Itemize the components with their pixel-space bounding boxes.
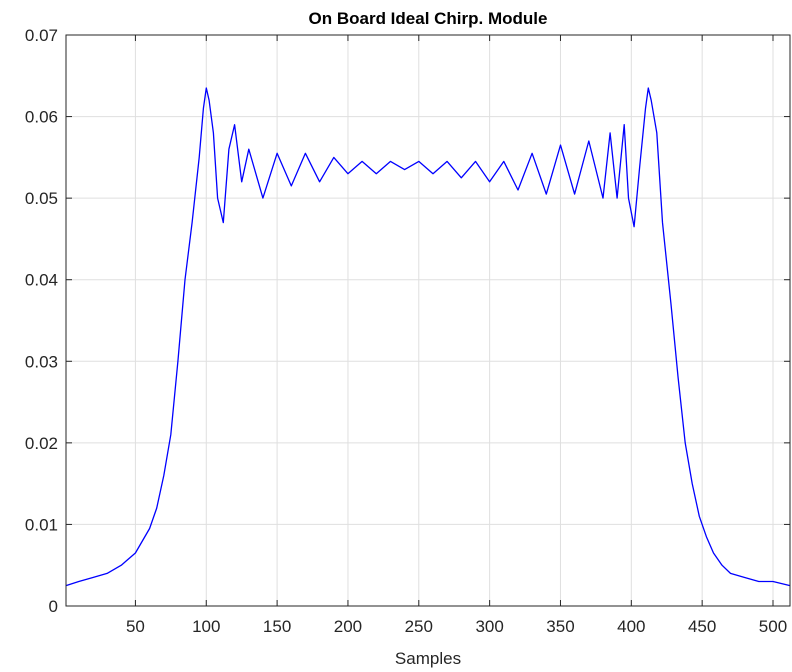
y-tick-label: 0.01 bbox=[25, 515, 58, 534]
y-tick-label: 0.06 bbox=[25, 108, 58, 127]
x-tick-label: 150 bbox=[263, 617, 291, 636]
x-axis-label: Samples bbox=[395, 649, 461, 668]
x-tick-label: 50 bbox=[126, 617, 145, 636]
x-tick-label: 350 bbox=[546, 617, 574, 636]
x-tick-label: 400 bbox=[617, 617, 645, 636]
plot-frame bbox=[65, 34, 791, 607]
y-tick-label: 0.05 bbox=[25, 189, 58, 208]
series-line bbox=[65, 87, 791, 587]
y-tick-label: 0 bbox=[49, 597, 58, 616]
y-tick-label: 0.03 bbox=[25, 352, 58, 371]
tick-marks bbox=[66, 34, 790, 607]
plot-background bbox=[66, 35, 790, 606]
x-tick-label: 250 bbox=[405, 617, 433, 636]
y-tick-label: 0.04 bbox=[25, 271, 58, 290]
y-tick-labels: 0 0.01 0.02 0.03 0.04 0.05 0.06 0.07 bbox=[25, 26, 58, 616]
y-tick-label: 0.02 bbox=[25, 434, 58, 453]
x-tick-label: 100 bbox=[192, 617, 220, 636]
y-tick-label: 0.07 bbox=[25, 26, 58, 45]
series-layer bbox=[65, 87, 791, 587]
x-tick-label: 200 bbox=[334, 617, 362, 636]
x-tick-label: 500 bbox=[759, 617, 787, 636]
x-tick-label: 450 bbox=[688, 617, 716, 636]
x-tick-label: 300 bbox=[475, 617, 503, 636]
chart-title: On Board Ideal Chirp. Module bbox=[309, 9, 548, 28]
x-tick-labels: 50 100 150 200 250 300 350 400 450 500 bbox=[126, 617, 787, 636]
